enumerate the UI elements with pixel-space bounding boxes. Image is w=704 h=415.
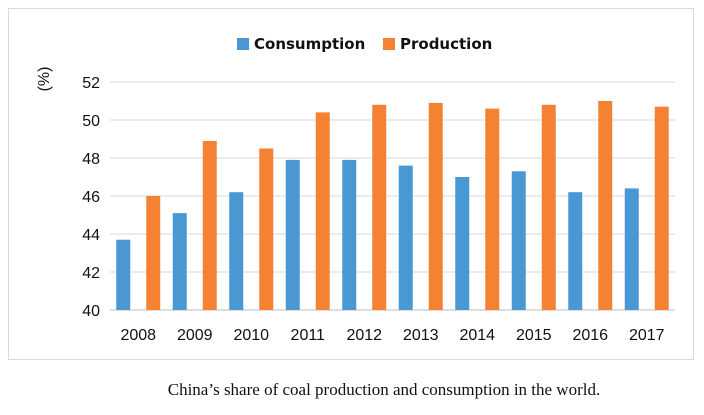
bar-production-2010 — [259, 148, 274, 310]
bar-consumption-2013 — [398, 165, 413, 310]
x-tick-label: 2008 — [120, 327, 156, 344]
legend-swatch-consumption — [237, 38, 249, 50]
y-tick-label: 40 — [82, 303, 100, 320]
bar-production-2015 — [541, 104, 556, 310]
bar-production-2008 — [146, 196, 161, 310]
bar-production-2009 — [202, 140, 217, 310]
legend-label-consumption: Consumption — [254, 35, 365, 53]
x-tick-label: 2016 — [572, 327, 608, 344]
x-tick-label: 2011 — [291, 327, 326, 344]
bar-consumption-2014 — [455, 177, 470, 310]
gridlines — [110, 81, 675, 311]
legend-swatch-production — [383, 38, 395, 50]
bar-consumption-2015 — [511, 171, 526, 310]
y-tick-label: 52 — [82, 75, 100, 92]
bar-consumption-2016 — [568, 192, 583, 310]
legend-label-production: Production — [400, 35, 492, 53]
x-tick-label: 2015 — [516, 327, 552, 344]
figure-caption: China’s share of coal production and con… — [167, 380, 601, 399]
bar-consumption-2012 — [342, 159, 357, 310]
x-tick-label: 2017 — [629, 327, 665, 344]
y-axis-ticks: 40 42 44 46 48 50 52 — [82, 75, 100, 320]
bar-production-2011 — [315, 112, 330, 311]
x-axis-ticks: 2008 2009 2010 2011 2012 2013 2014 2015 2016 2017 — [120, 327, 664, 344]
x-tick-label: 2012 — [346, 327, 382, 344]
bar-production-2016 — [598, 101, 613, 310]
y-tick-label: 44 — [82, 227, 100, 244]
bar-consumption-2011 — [285, 159, 300, 310]
bars — [116, 101, 669, 311]
y-tick-label: 46 — [82, 189, 100, 206]
bar-consumption-2008 — [116, 239, 131, 310]
legend: Consumption Production — [237, 35, 492, 53]
y-axis-label: (%) — [36, 67, 53, 92]
x-tick-label: 2013 — [403, 327, 439, 344]
x-tick-label: 2010 — [233, 327, 269, 344]
x-tick-label: 2009 — [177, 327, 213, 344]
bar-production-2017 — [654, 106, 669, 310]
bar-production-2014 — [485, 108, 500, 310]
y-tick-label: 48 — [82, 151, 100, 168]
bar-consumption-2010 — [229, 192, 244, 310]
bar-consumption-2009 — [172, 213, 187, 310]
y-tick-label: 42 — [82, 265, 100, 282]
chart-frame: 40 42 44 46 48 50 52 2008 2009 2010 2011 2012 2013 2… — [8, 8, 694, 360]
bar-production-2013 — [428, 102, 443, 311]
x-tick-label: 2014 — [459, 327, 495, 344]
y-tick-label: 50 — [82, 113, 100, 130]
bar-production-2012 — [372, 104, 387, 310]
bar-consumption-2017 — [624, 188, 639, 310]
